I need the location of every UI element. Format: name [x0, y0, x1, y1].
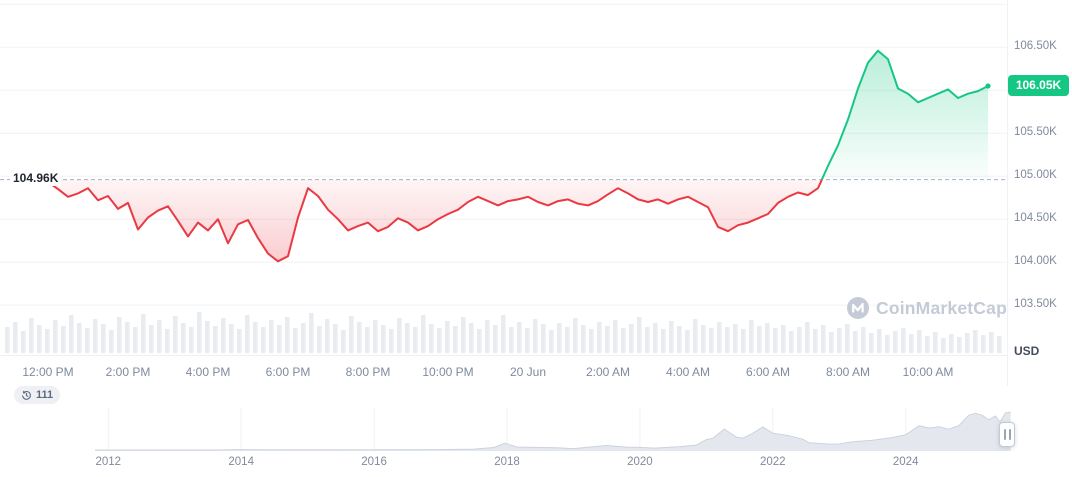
- history-count-chip[interactable]: 111: [14, 386, 61, 404]
- y-axis-label: 106.50K: [1014, 40, 1057, 53]
- navigator-year-axis: 2012 2014 2016 2018 2020 2022 2024: [95, 456, 1012, 470]
- price-axis[interactable]: 106.50K106.00K105.50K105.00K104.50K104.0…: [1012, 0, 1070, 355]
- baseline-price-label: 104.96K: [10, 170, 62, 186]
- x-axis-label: 12:00 PM: [22, 365, 74, 379]
- x-axis-label: 4:00 AM: [665, 365, 711, 379]
- x-axis-label: 2:00 PM: [105, 365, 151, 379]
- y-axis-label: 104.00K: [1014, 255, 1057, 268]
- x-axis-label: 8:00 AM: [825, 365, 871, 379]
- axis-vertical-separator: [1007, 0, 1008, 386]
- navigator-chart[interactable]: [95, 408, 1012, 452]
- y-axis-label: 104.50K: [1014, 212, 1057, 225]
- navigator-year-label: 2020: [627, 456, 653, 468]
- navigator-handle-grip: [1003, 429, 1006, 440]
- history-icon: [22, 390, 31, 400]
- navigator-year-label: 2022: [759, 456, 786, 468]
- x-axis-label: 6:00 PM: [265, 365, 311, 379]
- navigator-handle[interactable]: [999, 422, 1015, 447]
- navigator-year-label: 2018: [494, 456, 520, 468]
- y-axis-label: 105.50K: [1014, 126, 1057, 139]
- navigator-year-label: 2014: [228, 456, 254, 468]
- watermark: CoinMarketCap: [846, 296, 1007, 320]
- current-price-badge: 106.05K: [1008, 75, 1069, 96]
- navigator-year-label: 2024: [892, 456, 919, 468]
- x-axis-label: 6:00 AM: [745, 365, 791, 379]
- coinmarketcap-logo-icon: [847, 297, 869, 319]
- navigator-year-label: 2016: [361, 456, 387, 468]
- y-axis-label: 103.50K: [1014, 298, 1057, 311]
- watermark-text: CoinMarketCap: [876, 297, 1007, 318]
- x-axis-label: 20 Jun: [509, 365, 547, 379]
- time-axis[interactable]: 12:00 PM 2:00 PM 4:00 PM 6:00 PM 8:00 PM 10:0…: [0, 362, 1007, 382]
- y-axis-label: 105.00K: [1014, 169, 1057, 182]
- x-axis-label: 4:00 PM: [185, 365, 231, 379]
- navigator-handle-grip: [1008, 429, 1011, 440]
- x-axis-label: 10:00 PM: [422, 365, 474, 379]
- history-count: 111: [36, 389, 54, 401]
- x-axis-label: 8:00 PM: [345, 365, 391, 379]
- axis-horizontal-separator: [0, 355, 1007, 356]
- currency-label: USD: [1014, 344, 1040, 358]
- price-chart[interactable]: [0, 0, 1007, 355]
- x-axis-label: 2:00 AM: [585, 365, 631, 379]
- navigator-year-label: 2012: [95, 456, 122, 468]
- x-axis-label: 10:00 AM: [902, 365, 954, 379]
